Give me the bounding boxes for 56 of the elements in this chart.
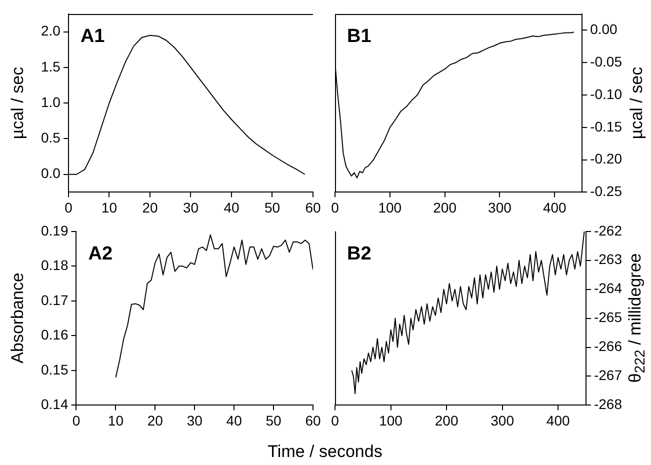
x-tick-label: 200: [433, 199, 457, 216]
y-tick-label: 1.5: [40, 58, 61, 74]
y2-tick-label: -264: [594, 280, 622, 296]
y2-tick-label: -262: [594, 222, 622, 238]
y-tick-label: 0.19: [41, 222, 68, 238]
y-axis-title: µcal / sec: [8, 67, 28, 140]
y2-tick-label: -267: [594, 367, 622, 384]
y2-tick-label: -0.20: [590, 150, 622, 167]
y-tick-label: 0.0: [40, 165, 61, 182]
y2-tick-label: -0.10: [590, 86, 622, 102]
x-tick-label: 400: [542, 199, 567, 216]
x-tick-label: 10: [101, 199, 118, 216]
y2-tick-label: -263: [594, 251, 622, 268]
text: B2: [347, 243, 372, 264]
y-tick-label: 2.0: [40, 22, 61, 39]
text: A1: [80, 26, 106, 47]
x-tick-label: 0: [331, 412, 340, 428]
x-tick-label: 40: [226, 412, 242, 428]
y-tick-label: 0.17: [41, 292, 68, 308]
y2-tick-label: -0.25: [590, 183, 622, 200]
y-axis-title: Absorbance: [8, 272, 28, 364]
y-tick-label: 1.0: [40, 94, 61, 110]
x-tick-label: 0: [64, 199, 73, 216]
x-tick-label: 100: [378, 199, 402, 216]
text: A2: [88, 243, 113, 264]
y2-tick-label: -0.05: [590, 53, 622, 70]
x-tick-label: 40: [224, 199, 240, 216]
x-tick-label: 20: [147, 412, 164, 428]
x-tick-label: 60: [305, 199, 321, 216]
y2-axis-title: µcal / sec: [627, 67, 647, 140]
x-tick-label: 50: [264, 199, 280, 216]
y2-tick-label: -265: [594, 309, 622, 326]
x-tick-label: 400: [546, 412, 570, 428]
y2-tick-label: -268: [594, 396, 622, 412]
x-tick-label: 300: [490, 412, 514, 428]
y-tick-label: 0.14: [41, 396, 68, 412]
y-tick-label: 0.5: [40, 130, 61, 146]
y-tick-label: 0.16: [41, 326, 68, 343]
y-tick-label: 0.15: [41, 361, 68, 378]
y2-tick-label: 0.00: [590, 21, 618, 38]
x-tick-label: 100: [379, 412, 403, 428]
x-tick-label: 20: [142, 199, 158, 216]
y2-tick-label: -0.15: [590, 118, 622, 134]
x-axis-title: Time / seconds: [268, 442, 382, 462]
x-tick-label: 30: [182, 199, 199, 216]
y2-tick-label: -266: [594, 338, 622, 354]
x-tick-label: 0: [331, 199, 340, 216]
x-tick-label: 10: [108, 412, 124, 428]
text: B1: [347, 26, 372, 47]
x-tick-label: 300: [488, 199, 512, 216]
x-tick-label: 50: [266, 412, 282, 428]
x-tick-label: 60: [305, 412, 321, 428]
y-tick-label: 0.18: [41, 257, 68, 274]
x-tick-label: 0: [72, 412, 80, 428]
x-tick-label: 30: [186, 412, 203, 428]
x-tick-label: 200: [434, 412, 458, 428]
